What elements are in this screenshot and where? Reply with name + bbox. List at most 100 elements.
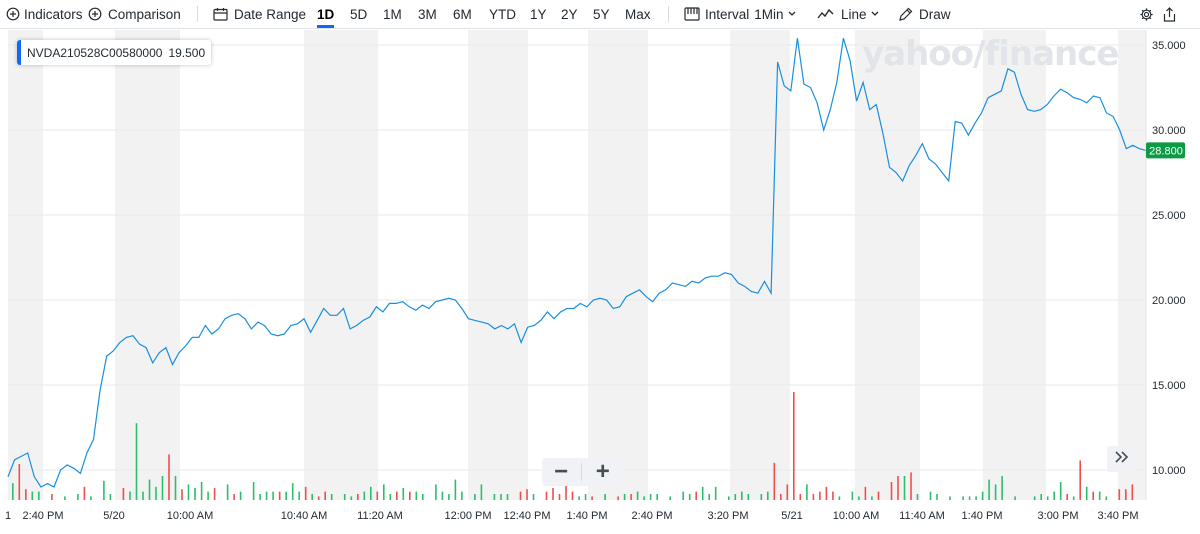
volume-bar — [389, 494, 392, 500]
volume-bar — [636, 491, 639, 500]
zoom-divider — [581, 463, 583, 481]
volume-bar — [701, 486, 704, 500]
range-1d[interactable]: 1D — [317, 0, 335, 28]
volume-bar — [1014, 496, 1016, 500]
interval-button[interactable]: Interval 1Min — [684, 0, 796, 28]
x-tick-label: 2:40 PM — [632, 510, 673, 522]
volume-bar — [532, 494, 535, 500]
volume-bar — [806, 484, 808, 500]
yahoo-finance-watermark: yahoo/finance — [862, 34, 1119, 74]
volume-bar — [1072, 496, 1075, 500]
range-ytd[interactable]: YTD — [489, 6, 516, 22]
volume-bar — [1059, 482, 1062, 500]
x-tick-label: 5/20 — [103, 510, 124, 522]
volume-bar — [461, 491, 463, 500]
zoom-out-icon[interactable]: − — [554, 458, 569, 485]
volume-bar — [981, 491, 984, 500]
volume-bar — [897, 476, 899, 500]
chevron-down-icon — [788, 11, 796, 17]
volume-bar — [669, 496, 671, 500]
x-tick-label: 3:20 PM — [708, 510, 749, 522]
volume-bar — [623, 494, 626, 500]
date-range-label: Date Range — [234, 6, 307, 22]
volume-bar — [1131, 484, 1134, 500]
volume-bar — [370, 486, 372, 500]
volume-bar — [142, 491, 144, 500]
volume-bar — [135, 423, 138, 500]
volume-bar — [649, 494, 652, 500]
x-tick-label: 3:40 PM — [1098, 510, 1139, 522]
volume-bar — [1098, 491, 1101, 500]
volume-bar — [285, 491, 287, 500]
volume-bar — [858, 496, 860, 500]
volume-bar — [493, 494, 496, 500]
expand-button[interactable] — [1107, 446, 1137, 472]
volume-bar — [558, 494, 561, 500]
zoom-in-icon[interactable]: + — [595, 458, 610, 485]
x-tick-label: 1 — [5, 510, 11, 522]
date-range-button[interactable]: Date Range — [213, 0, 306, 28]
range-max[interactable]: Max — [625, 6, 651, 22]
volume-bar — [1033, 496, 1036, 500]
range-3m[interactable]: 3M — [418, 6, 437, 22]
symbol-legend[interactable]: NVDA210528C00580000 19.500 — [17, 40, 212, 65]
volume-bar — [265, 491, 268, 500]
x-tick-label: 3:00 PM — [1038, 510, 1079, 522]
volume-bar — [1105, 496, 1108, 500]
draw-button[interactable]: Draw — [898, 0, 951, 28]
volume-bar — [383, 484, 385, 500]
volume-bar — [168, 454, 170, 500]
volume-bar — [155, 486, 157, 500]
volume-bars — [12, 392, 1134, 500]
x-tick-label: 12:40 PM — [503, 510, 550, 522]
volume-bar — [545, 491, 548, 500]
volume-bar — [760, 494, 763, 500]
volume-bar — [591, 496, 593, 500]
volume-bar — [877, 491, 880, 500]
y-tick-label: 10.000 — [1152, 465, 1186, 477]
volume-bar — [38, 491, 40, 500]
range-1y[interactable]: 1Y — [530, 6, 547, 22]
volume-bar — [454, 479, 457, 500]
settings-button[interactable] — [1139, 0, 1154, 28]
range-6m[interactable]: 6M — [453, 6, 472, 22]
comparison-button[interactable]: Comparison — [88, 0, 181, 28]
volume-bar — [500, 494, 502, 500]
volume-bar — [422, 494, 424, 500]
volume-bar — [148, 479, 151, 500]
volume-bar — [226, 484, 229, 500]
range-1m[interactable]: 1M — [383, 6, 402, 22]
range-5d[interactable]: 5D — [350, 6, 368, 22]
zoom-controls: − + — [542, 458, 622, 486]
volume-bar — [916, 494, 919, 500]
volume-bar — [194, 488, 196, 500]
range-2y[interactable]: 2Y — [561, 6, 578, 22]
x-tick-label: 1:40 PM — [962, 510, 1003, 522]
volume-bar — [278, 491, 281, 500]
volume-bar — [357, 494, 359, 500]
range-5y[interactable]: 5Y — [593, 6, 610, 22]
session-band — [983, 30, 1046, 500]
chart-type-button[interactable]: Line — [817, 0, 879, 28]
indicators-button[interactable]: Indicators — [6, 0, 83, 28]
y-tick-label: 20.000 — [1152, 295, 1186, 307]
volume-bar — [812, 494, 815, 500]
volume-bar — [565, 482, 567, 500]
volume-bar — [968, 496, 971, 500]
volume-bar — [695, 491, 697, 500]
volume-bar — [174, 476, 177, 500]
volume-bar — [714, 486, 717, 500]
volume-bar — [578, 496, 580, 500]
session-bands — [8, 30, 1146, 500]
volume-bar — [298, 491, 300, 500]
draw-label: Draw — [919, 6, 951, 22]
volume-bar — [402, 488, 405, 500]
volume-bar — [552, 488, 554, 500]
volume-bar — [793, 392, 795, 500]
volume-bar — [526, 489, 528, 500]
share-button[interactable] — [1163, 0, 1176, 28]
volume-bar — [767, 491, 769, 500]
volume-bar — [324, 491, 326, 500]
volume-bar — [584, 494, 587, 500]
